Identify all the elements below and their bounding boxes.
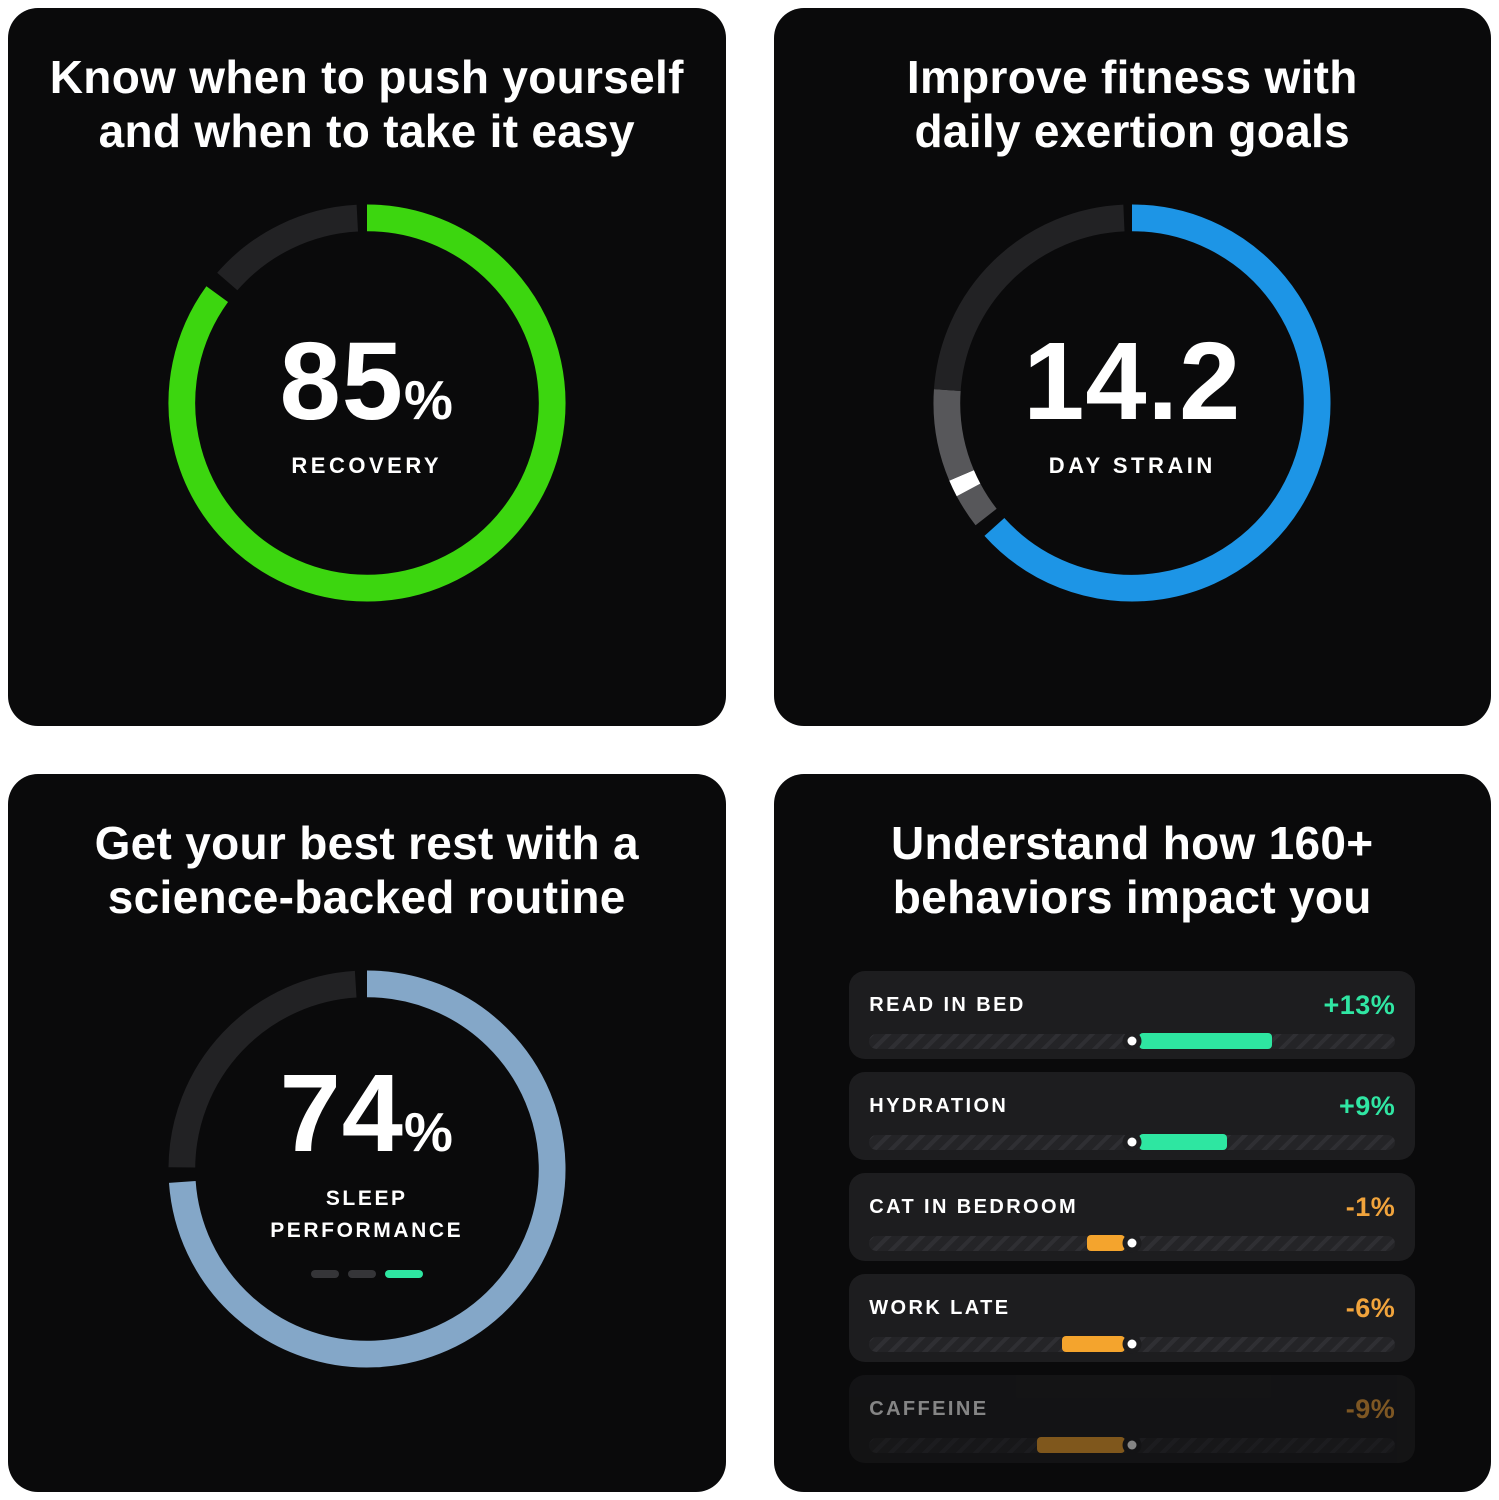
- behavior-row-header: READ IN BED +13%: [869, 990, 1395, 1021]
- page-indicator-dash-active: [384, 1270, 423, 1279]
- behavior-row-header: WORK LATE -6%: [869, 1293, 1395, 1324]
- recovery-panel: Know when to push yourself and when to t…: [8, 8, 726, 726]
- impact-bar: [1139, 1133, 1228, 1150]
- baseline-dot: [1127, 1238, 1137, 1248]
- headline-line-2: and when to take it easy: [98, 105, 635, 158]
- strain-number: 14.2: [1023, 319, 1242, 443]
- recovery-headline: Know when to push yourself and when to t…: [50, 50, 684, 159]
- impact-track: [869, 1436, 1396, 1453]
- recovery-label: RECOVERY: [291, 452, 443, 478]
- headline-line-1: Improve fitness with: [906, 51, 1358, 103]
- strain-label: DAY STRAIN: [1048, 452, 1216, 478]
- headline-line-1: Know when to push yourself: [49, 51, 684, 103]
- headline-line-1: Understand how 160+: [891, 817, 1374, 869]
- strain-headline: Improve fitness with daily exertion goal…: [907, 50, 1358, 159]
- recovery-value: 85%: [280, 326, 454, 437]
- strain-gauge: 14.2 DAY STRAIN: [932, 203, 1332, 603]
- behavior-row-hydration: HYDRATION +9%: [849, 1071, 1416, 1160]
- behavior-impact-value: -9%: [1345, 1393, 1396, 1424]
- behavior-row-work-late: WORK LATE -6%: [849, 1273, 1416, 1362]
- impact-track: [869, 1032, 1396, 1049]
- behavior-row-header: CAT IN BEDROOM -1%: [869, 1192, 1395, 1223]
- behaviors-panel: Understand how 160+ behaviors impact you…: [773, 774, 1491, 1492]
- sleep-gauge: 74% SLEEP PERFORMANCE: [167, 969, 567, 1369]
- sleep-headline: Get your best rest with a science-backed…: [95, 816, 639, 925]
- sleep-label-line-1: SLEEP: [325, 1187, 408, 1211]
- recovery-gauge: 85% RECOVERY: [167, 203, 567, 603]
- sleep-label: SLEEP PERFORMANCE: [270, 1183, 463, 1246]
- behavior-label: READ IN BED: [869, 993, 1026, 1016]
- recovery-ring: [168, 204, 566, 602]
- behavior-label: CAFFEINE: [869, 1397, 989, 1420]
- behavior-row-header: HYDRATION +9%: [869, 1091, 1395, 1122]
- impact-track: [869, 1335, 1396, 1352]
- page-indicator-dash: [347, 1270, 376, 1279]
- baseline-dot: [1127, 1137, 1137, 1147]
- sleep-gauge-center: 74% SLEEP PERFORMANCE: [167, 969, 567, 1369]
- behavior-row-caffeine: CAFFEINE -9%: [849, 1374, 1416, 1463]
- behavior-impact-value: -6%: [1345, 1292, 1396, 1323]
- behavior-row-header: CAFFEINE -9%: [869, 1394, 1395, 1425]
- impact-bar: [1061, 1335, 1126, 1352]
- percent-sign: %: [403, 1101, 454, 1164]
- strain-ring: [933, 204, 1331, 602]
- behavior-label: HYDRATION: [869, 1094, 1009, 1117]
- behavior-label: CAT IN BEDROOM: [869, 1195, 1079, 1218]
- headline-line-2: behaviors impact you: [892, 871, 1372, 924]
- impact-track: [869, 1133, 1396, 1150]
- baseline-dot: [1127, 1036, 1137, 1046]
- behaviors-headline: Understand how 160+ behaviors impact you: [891, 816, 1373, 925]
- behavior-impact-value: +13%: [1323, 989, 1396, 1020]
- sleep-ring: [168, 970, 566, 1367]
- headline-line-1: Get your best rest with a: [94, 817, 639, 869]
- impact-bar: [1037, 1436, 1126, 1453]
- behavior-row-cat-in-bedroom: CAT IN BEDROOM -1%: [849, 1172, 1416, 1261]
- behavior-row-read-in-bed: READ IN BED +13%: [849, 970, 1416, 1059]
- behavior-impact-value: +9%: [1338, 1090, 1396, 1121]
- sleep-number: 74: [279, 1052, 404, 1176]
- behavior-label: WORK LATE: [869, 1296, 1011, 1319]
- strain-value: 14.2: [1023, 326, 1241, 437]
- sleep-label-line-2: PERFORMANCE: [270, 1218, 464, 1242]
- behavior-impact-value: -1%: [1345, 1191, 1396, 1222]
- recovery-number: 85: [279, 319, 404, 443]
- baseline-dot: [1127, 1440, 1137, 1450]
- recovery-gauge-center: 85% RECOVERY: [167, 203, 567, 603]
- behavior-list: READ IN BED +13% HYDRATION +9%: [849, 970, 1416, 1463]
- strain-gauge-center: 14.2 DAY STRAIN: [932, 203, 1332, 603]
- impact-bar: [1086, 1234, 1126, 1251]
- headline-line-2: science-backed routine: [107, 871, 626, 924]
- impact-track: [869, 1234, 1396, 1251]
- baseline-dot: [1127, 1339, 1137, 1349]
- page-indicator-dash: [310, 1270, 339, 1279]
- percent-sign: %: [403, 368, 454, 431]
- headline-line-2: daily exertion goals: [914, 105, 1350, 158]
- sleep-value: 74%: [280, 1059, 454, 1169]
- page-indicator: [310, 1270, 423, 1279]
- sleep-panel: Get your best rest with a science-backed…: [8, 774, 726, 1492]
- impact-bar: [1139, 1032, 1273, 1049]
- strain-panel: Improve fitness with daily exertion goal…: [773, 8, 1491, 726]
